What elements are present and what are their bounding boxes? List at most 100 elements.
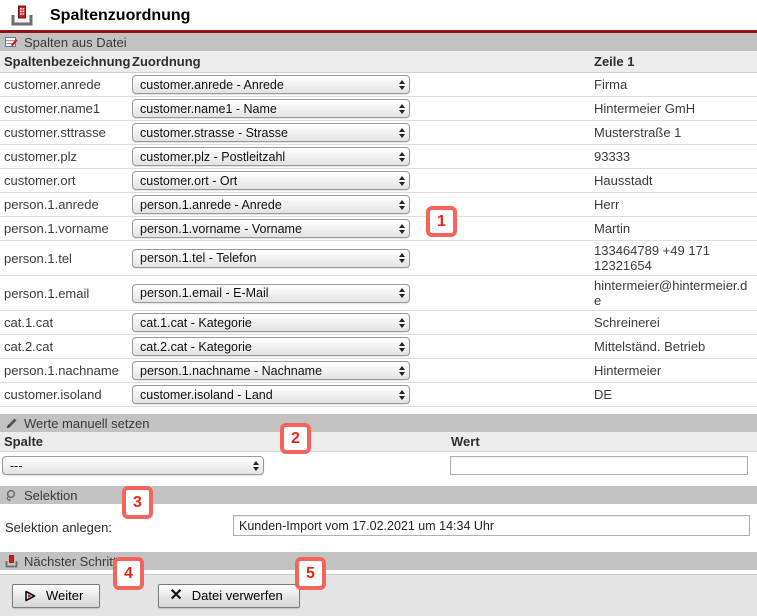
column-name: customer.name1 (4, 101, 101, 116)
table-row: customer.anrede customer.anrede - Anrede… (0, 72, 757, 97)
section-title: Nächster Schritt… (24, 553, 130, 569)
select-arrows-icon (395, 151, 405, 162)
callout-4: 4 (113, 557, 144, 590)
mapping-select[interactable]: person.1.anrede - Anrede (132, 195, 410, 214)
table-row: customer.sttrasse customer.strasse - Str… (0, 120, 757, 145)
section-title: Spalten aus Datei (24, 34, 127, 50)
selektion-area: Selektion anlegen: (0, 504, 757, 552)
discard-x-icon: ✕ (169, 586, 183, 604)
row-first-line-value: Musterstraße 1 (594, 125, 682, 140)
mapping-select[interactable]: person.1.email - E-Mail (132, 283, 410, 303)
row-first-line-value: Hintermeier (594, 363, 662, 378)
select-arrows-icon (395, 288, 405, 298)
table-row: customer.isoland customer.isoland - Land… (0, 382, 757, 407)
section-spalten-aus-datei: Spalten aus Datei (0, 33, 757, 51)
select-arrows-icon (395, 79, 405, 90)
row-first-line-value: DE (594, 387, 613, 402)
section-title: Selektion (24, 487, 78, 503)
mapping-select[interactable]: customer.anrede - Anrede (132, 75, 410, 94)
table-row: cat.2.cat cat.2.cat - Kategorie Mittelst… (0, 334, 757, 359)
datei-verwerfen-button[interactable]: ✕ Datei verwerfen (158, 583, 300, 608)
section-selektion: Selektion (0, 486, 757, 504)
row-first-line-value: Hintermeier GmH (594, 101, 696, 116)
selection-lasso-icon (5, 489, 18, 502)
row-first-line-value: Firma (594, 77, 628, 92)
table-row: person.1.email person.1.email - E-Mail h… (0, 275, 757, 311)
columns-table-header-row: Spaltenbezeichnung Zuordnung Zeile 1 (0, 51, 757, 73)
column-name: cat.1.cat (4, 315, 54, 330)
select-arrows-icon (395, 253, 405, 263)
row-first-line-value: Schreinerei (594, 315, 660, 330)
table-edit-icon (5, 36, 18, 49)
play-icon (23, 589, 37, 603)
section-naechster-schritt: Nächster Schritt… (0, 552, 757, 570)
select-arrows-icon (395, 317, 405, 328)
mapping-select[interactable]: cat.2.cat - Kategorie (132, 337, 410, 356)
header-zuordnung: Zuordnung (128, 51, 590, 73)
page-title: Spaltenzuordnung (50, 7, 191, 24)
column-name: person.1.tel (4, 250, 72, 266)
columns-table-body: customer.anrede customer.anrede - Anrede… (0, 72, 757, 407)
select-arrows-icon (395, 127, 405, 138)
manual-column-header: Spalte (4, 434, 44, 449)
select-arrows-icon (395, 341, 405, 352)
select-arrows-icon (395, 175, 405, 186)
column-name: person.1.vorname (4, 221, 109, 236)
header-zeile1: Zeile 1 (590, 51, 757, 73)
weiter-button[interactable]: Weiter (12, 583, 101, 608)
mapping-select[interactable]: customer.isoland - Land (132, 385, 410, 404)
manual-value-header: Wert (451, 434, 480, 449)
row-first-line-value: Mittelständ. Betrieb (594, 339, 706, 354)
table-row: person.1.nachname person.1.nachname - Na… (0, 358, 757, 383)
table-row: customer.plz customer.plz - Postleitzahl… (0, 144, 757, 169)
mapping-select[interactable]: customer.ort - Ort (132, 171, 410, 190)
manual-row: --- (0, 452, 757, 479)
row-first-line-value: 93333 (594, 149, 631, 164)
column-name: customer.anrede (4, 77, 101, 92)
row-first-line-value: Hausstadt (594, 173, 653, 188)
pencil-icon (5, 417, 18, 430)
section-title: Werte manuell setzen (24, 415, 150, 431)
select-arrows-icon (395, 199, 405, 210)
table-row: person.1.tel person.1.tel - Telefon 1334… (0, 240, 757, 276)
mapping-select[interactable]: customer.strasse - Strasse (132, 123, 410, 142)
column-name: person.1.anrede (4, 197, 99, 212)
table-row: customer.ort customer.ort - Ort Hausstad… (0, 168, 757, 193)
import-icon (10, 5, 34, 27)
column-name: cat.2.cat (4, 339, 54, 354)
table-row: customer.name1 customer.name1 - Name Hin… (0, 96, 757, 121)
mapping-select[interactable]: customer.name1 - Name (132, 99, 410, 118)
row-first-line-value: Martin (594, 221, 631, 236)
mapping-select[interactable]: cat.1.cat - Kategorie (132, 313, 410, 332)
column-name: person.1.email (4, 285, 90, 301)
mapping-select[interactable]: person.1.tel - Telefon (132, 248, 410, 268)
column-name: customer.isoland (4, 387, 102, 402)
mapping-select[interactable]: person.1.vorname - Vorname (132, 219, 410, 238)
select-arrows-icon (395, 103, 405, 114)
manual-column-select[interactable]: --- (2, 456, 264, 475)
table-row: person.1.vorname person.1.vorname - Vorn… (0, 216, 757, 241)
header-spaltenbezeichnung: Spaltenbezeichnung (0, 51, 130, 73)
table-row: person.1.anrede person.1.anrede - Anrede… (0, 192, 757, 217)
callout-3: 3 (122, 486, 153, 519)
column-name: customer.plz (4, 149, 77, 164)
callout-5: 5 (295, 557, 326, 590)
callout-2: 2 (280, 423, 311, 454)
row-first-line-value: 133464789 +49 171 12321654 (594, 243, 711, 273)
select-arrows-icon (249, 460, 259, 471)
column-name: customer.ort (4, 173, 76, 188)
row-first-line-value: hintermeier@hintermeier.de (594, 278, 748, 308)
manual-subheader: Spalte Wert (0, 432, 757, 452)
select-arrows-icon (395, 223, 405, 234)
manual-value-input[interactable] (450, 456, 748, 475)
column-name: person.1.nachname (4, 363, 119, 378)
row-first-line-value: Herr (594, 197, 620, 212)
mapping-select[interactable]: customer.plz - Postleitzahl (132, 147, 410, 166)
callout-1: 1 (426, 206, 457, 237)
selektion-name-input[interactable] (233, 515, 750, 536)
columns-table: Spaltenbezeichnung Zuordnung Zeile 1 cus… (0, 51, 757, 407)
mapping-select[interactable]: person.1.nachname - Nachname (132, 361, 410, 380)
section-werte-manuell-setzen: Werte manuell setzen (0, 414, 757, 432)
selektion-anlegen-label: Selektion anlegen: (5, 520, 112, 535)
table-row: cat.1.cat cat.1.cat - Kategorie Schreine… (0, 310, 757, 335)
